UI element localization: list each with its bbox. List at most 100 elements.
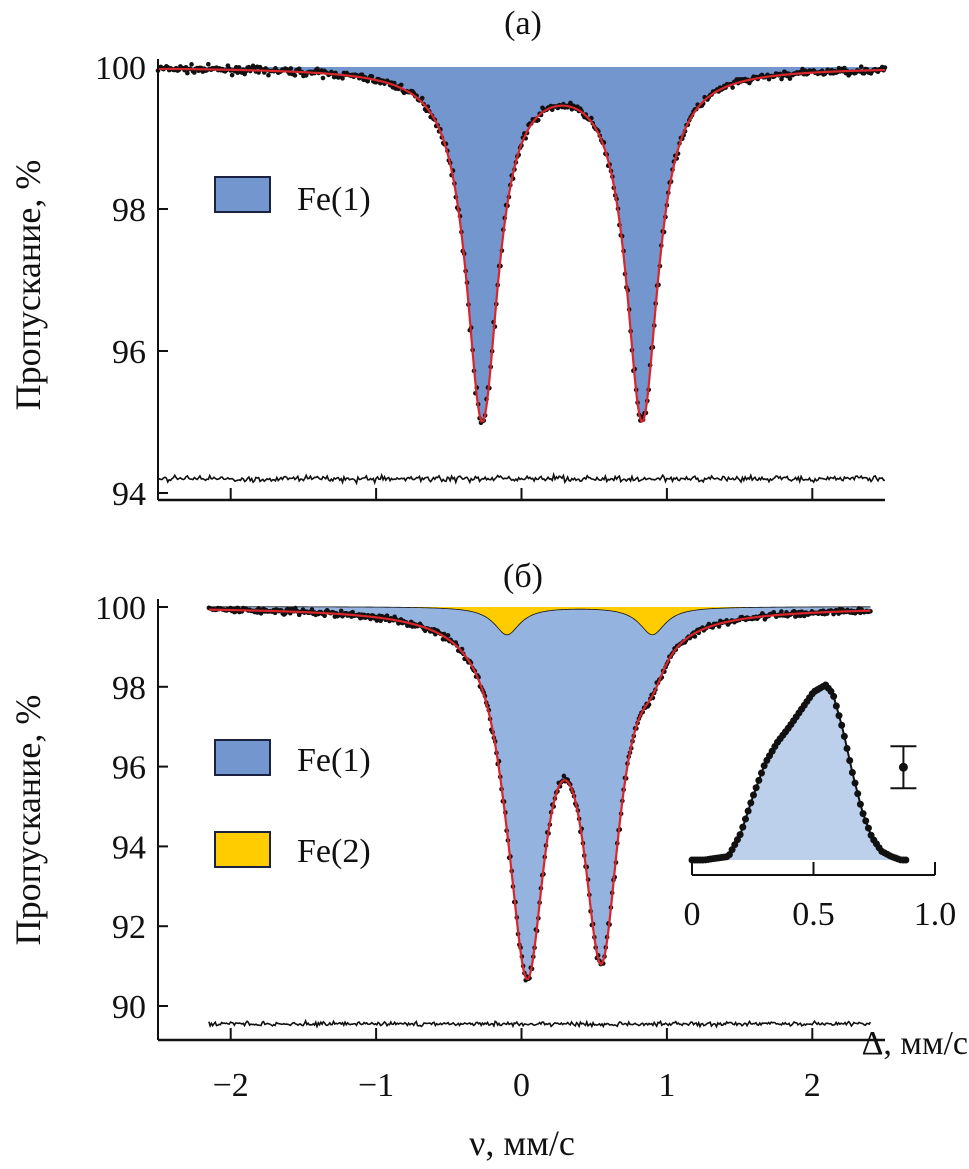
data-point xyxy=(384,613,390,618)
x-tick-label: −2 xyxy=(213,1067,249,1104)
legend-label-fe1: Fe(1) xyxy=(297,742,371,779)
fit-curve xyxy=(208,608,871,981)
data-point xyxy=(236,65,242,70)
data-point xyxy=(292,73,298,78)
y-tick-label: 92 xyxy=(112,909,146,946)
y-tick-label: 100 xyxy=(95,50,146,87)
data-point xyxy=(340,76,345,81)
inset-distribution: Δ, мм/с 0 0.5 1.0 xyxy=(684,681,968,1062)
distribution-point xyxy=(752,784,760,792)
x-tick-label: −1 xyxy=(358,1067,394,1104)
y-tick-label: 94 xyxy=(112,829,146,866)
data-point xyxy=(419,95,425,101)
panel-b-y-axis-label: Пропускание, % xyxy=(8,695,48,946)
distribution-point xyxy=(859,810,867,818)
panel-b-plot-area: 90 92 94 96 98 100 −2 −1 0 1 2 xyxy=(95,590,885,1104)
data-point xyxy=(322,613,327,619)
panel-a: (a) Пропускание, % 94 96 98 100 Fe(1) xyxy=(8,5,888,513)
inset-x-tick-label: 1.0 xyxy=(914,896,957,933)
component-fill-fe1 xyxy=(158,67,885,422)
data-point xyxy=(858,64,864,69)
distribution-point xyxy=(747,799,755,807)
distribution-point xyxy=(741,815,749,823)
data-point xyxy=(716,624,722,629)
residual-curve xyxy=(157,471,886,486)
data-point xyxy=(320,75,326,81)
distribution-point xyxy=(838,721,846,729)
data-point xyxy=(692,634,698,639)
distribution-point xyxy=(864,824,872,832)
data-point xyxy=(229,72,235,78)
distribution-point xyxy=(744,807,752,815)
distribution-fill xyxy=(692,685,906,860)
legend-label-fe2: Fe(2) xyxy=(297,833,371,870)
distribution-point xyxy=(760,762,768,770)
y-tick-label: 90 xyxy=(112,989,146,1026)
distribution-point xyxy=(830,692,838,700)
distribution-point xyxy=(862,817,870,825)
distribution-point xyxy=(856,800,864,808)
panel-b-title: (б) xyxy=(503,558,543,595)
inset-x-tick-label: 0 xyxy=(684,896,701,933)
x-tick-label: 2 xyxy=(804,1067,821,1104)
data-point xyxy=(787,76,793,81)
distribution-point xyxy=(749,791,757,799)
data-point xyxy=(350,609,355,615)
distribution-point xyxy=(757,769,765,777)
data-point xyxy=(730,85,735,90)
data-point xyxy=(206,61,211,67)
data-point xyxy=(296,66,302,72)
inset-x-axis-label: Δ, мм/с xyxy=(862,1025,968,1062)
data-point xyxy=(861,71,867,76)
distribution-point xyxy=(840,732,848,740)
component-fill-fe1 xyxy=(208,607,871,979)
distribution-point xyxy=(854,790,862,798)
distribution-point xyxy=(902,856,910,864)
panel-a-title: (a) xyxy=(504,5,542,42)
data-point xyxy=(535,117,541,123)
data-point xyxy=(779,609,784,614)
distribution-point xyxy=(843,744,851,752)
data-point xyxy=(882,65,888,70)
x-axis-label: ν, мм/с xyxy=(469,1123,575,1163)
data-point xyxy=(338,608,344,614)
y-tick-label: 100 xyxy=(95,590,146,627)
data-point xyxy=(266,72,271,78)
panel-a-y-axis-label: Пропускание, % xyxy=(8,160,48,411)
y-tick-label: 98 xyxy=(112,192,146,229)
panel-a-legend: Fe(1) xyxy=(214,176,371,218)
panel-b: (б) Пропускание, % ν, мм/с 9092949698100… xyxy=(8,558,968,1163)
panel-b-legend: Fe(1) Fe(2) xyxy=(214,739,371,870)
distribution-point xyxy=(848,769,856,776)
legend-swatch-fe1 xyxy=(214,176,271,213)
fit-curve xyxy=(157,67,886,424)
distribution-point xyxy=(832,702,840,710)
data-point xyxy=(561,773,567,779)
y-tick-label: 96 xyxy=(112,750,146,787)
data-point xyxy=(185,70,190,76)
data-point xyxy=(445,633,451,638)
x-tick-label: 1 xyxy=(658,1067,675,1104)
data-point xyxy=(842,65,847,71)
distribution-point xyxy=(835,712,843,720)
x-tick-label: 0 xyxy=(513,1067,530,1104)
distribution-point xyxy=(736,831,744,839)
y-tick-label: 98 xyxy=(112,670,146,707)
data-point xyxy=(192,70,197,75)
legend-swatch-fe1 xyxy=(214,739,271,776)
data-point xyxy=(398,82,404,88)
legend-swatch-fe2 xyxy=(214,831,271,868)
distribution-point xyxy=(755,776,763,784)
data-point xyxy=(369,74,375,79)
error-bar-point xyxy=(898,762,908,772)
distribution-point xyxy=(846,756,854,764)
panel-a-plot-area: 94 96 98 100 xyxy=(95,50,888,513)
inset-x-tick-label: 0.5 xyxy=(792,896,835,933)
data-point xyxy=(288,66,294,71)
distribution-point xyxy=(739,823,747,831)
legend-label-fe1: Fe(1) xyxy=(297,181,371,218)
y-tick-label: 94 xyxy=(112,476,146,513)
distribution-point xyxy=(851,779,859,787)
data-point xyxy=(189,62,194,67)
